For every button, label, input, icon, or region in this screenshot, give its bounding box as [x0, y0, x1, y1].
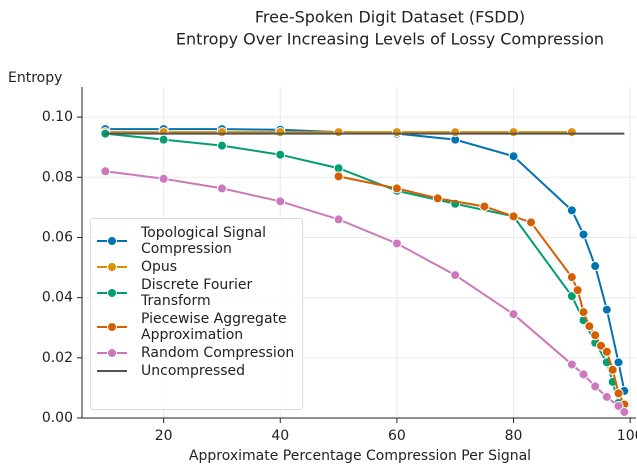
x-tick-label: 40	[271, 428, 289, 444]
legend-swatch	[97, 322, 127, 332]
legend-swatch	[97, 370, 127, 372]
legend-marker	[107, 322, 117, 332]
series-line	[338, 175, 626, 405]
data-point	[613, 388, 624, 399]
data-point	[333, 127, 344, 138]
x-tick-label: 60	[388, 428, 406, 444]
data-point	[391, 127, 402, 138]
legend-item: Random Compression	[95, 345, 296, 361]
data-point	[578, 369, 589, 380]
legend-label: Opus	[141, 259, 178, 275]
legend: Topological Signal Compression Opus Discre…	[90, 218, 303, 410]
data-point	[275, 127, 286, 138]
data-point	[566, 127, 577, 138]
legend-marker	[107, 262, 117, 272]
legend-swatch	[97, 288, 127, 298]
data-point	[590, 381, 601, 392]
legend-label: Piecewise Aggregate Approximation	[141, 311, 287, 343]
data-point	[572, 285, 583, 296]
data-point	[601, 304, 612, 315]
y-axis-label: Entropy	[8, 70, 62, 86]
legend-marker	[107, 348, 117, 358]
data-point	[566, 205, 577, 216]
data-point	[450, 127, 461, 138]
x-tick-label: 20	[155, 428, 173, 444]
data-point	[216, 183, 227, 194]
data-point	[566, 272, 577, 283]
legend-marker	[107, 288, 117, 298]
data-point	[479, 201, 490, 212]
y-tick-label: 0.06	[42, 229, 73, 245]
legend-marker	[107, 236, 117, 246]
data-point	[333, 214, 344, 225]
data-point	[391, 238, 402, 249]
data-point	[216, 140, 227, 151]
data-point	[613, 400, 624, 411]
legend-label: Uncompressed	[141, 363, 246, 379]
legend-swatch	[97, 262, 127, 272]
data-point	[566, 291, 577, 302]
y-tick-label: 0.00	[42, 410, 73, 426]
data-point	[450, 270, 461, 281]
data-point	[578, 307, 589, 318]
data-point	[584, 321, 595, 332]
legend-item: Opus	[95, 259, 296, 275]
x-tick-label: 100	[617, 428, 637, 444]
data-point	[590, 261, 601, 272]
y-tick-label: 0.10	[42, 109, 73, 125]
data-point	[508, 151, 519, 162]
data-point	[333, 171, 344, 182]
data-point	[391, 183, 402, 194]
data-point	[100, 166, 111, 177]
series-line	[105, 128, 626, 392]
y-tick-label: 0.02	[42, 350, 73, 366]
data-point	[590, 330, 601, 341]
x-axis-label: Approximate Percentage Compression Per S…	[189, 448, 531, 464]
data-point	[578, 229, 589, 240]
data-point	[601, 391, 612, 402]
legend-swatch	[97, 236, 127, 246]
data-point	[432, 193, 443, 204]
chart-title: Free-Spoken Digit Dataset (FSDD)	[255, 8, 525, 27]
data-point	[566, 359, 577, 370]
data-point	[275, 149, 286, 160]
y-tick-label: 0.08	[42, 169, 73, 185]
data-point	[216, 127, 227, 138]
data-point	[619, 406, 630, 417]
data-point	[158, 134, 169, 145]
y-tick-label: 0.04	[42, 290, 73, 306]
legend-label: Discrete Fourier Transform	[141, 277, 253, 309]
legend-item: Piecewise Aggregate Approximation	[95, 311, 296, 343]
legend-item: Topological Signal Compression	[95, 225, 296, 257]
legend-swatch	[97, 348, 127, 358]
data-point	[613, 357, 624, 368]
data-point	[526, 217, 537, 228]
data-point	[508, 211, 519, 222]
data-point	[508, 127, 519, 138]
data-point	[508, 309, 519, 320]
legend-label: Topological Signal Compression	[141, 225, 267, 257]
data-point	[596, 340, 607, 351]
legend-label: Random Compression	[141, 345, 295, 361]
legend-item: Uncompressed	[95, 363, 296, 379]
data-point	[158, 173, 169, 184]
legend-item: Discrete Fourier Transform	[95, 277, 296, 309]
data-point	[607, 364, 618, 375]
x-tick-label: 80	[505, 428, 523, 444]
chart-subtitle: Entropy Over Increasing Levels of Lossy …	[176, 30, 604, 49]
data-point	[601, 346, 612, 357]
data-point	[275, 196, 286, 207]
